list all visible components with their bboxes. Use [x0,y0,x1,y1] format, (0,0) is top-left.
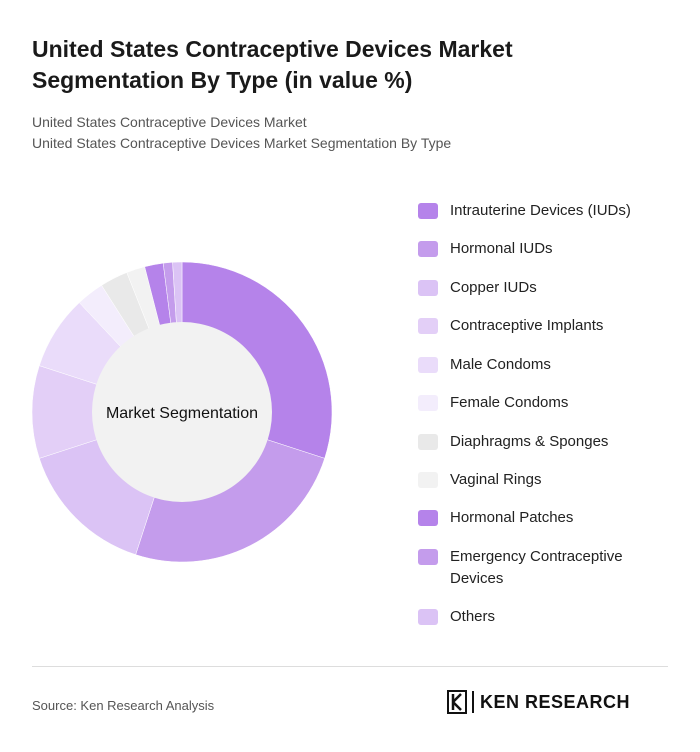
legend-label: Hormonal Patches [450,509,574,526]
legend-item[interactable]: Male Condoms [418,354,658,376]
legend-item[interactable]: Vaginal Rings [418,469,658,491]
legend-label: Intrauterine Devices (IUDs) [450,202,631,219]
legend-item[interactable]: Female Condoms [418,392,658,414]
legend-item[interactable]: Hormonal IUDs [418,238,658,260]
legend-item[interactable]: Copper IUDs [418,277,658,299]
legend-swatch [418,472,438,488]
legend-item[interactable]: Emergency Contraceptive Devices [418,546,658,590]
legend-swatch [418,609,438,625]
donut-center [92,322,272,502]
legend-swatch [418,203,438,219]
source-note: Source: Ken Research Analysis [32,698,215,713]
legend-label: Female Condoms [450,394,569,411]
subtitle-segmentation: United States Contraceptive Devices Mark… [32,135,452,151]
chart-title: United States Contraceptive Devices Mark… [32,36,513,93]
legend-label: Vaginal Rings [450,471,542,488]
legend-label: Diaphragms & Sponges [450,433,609,450]
logo-icon [447,690,467,714]
legend-swatch [418,241,438,257]
legend-swatch [418,549,438,565]
legend-swatch [418,357,438,373]
legend-swatch [418,280,438,296]
ken-research-logo: KEN RESEARCH [447,690,630,714]
legend-item[interactable]: Others [418,606,658,628]
subtitle-market: United States Contraceptive Devices Mark… [32,114,307,130]
legend-swatch [418,395,438,411]
legend-swatch [418,434,438,450]
legend-label: Male Condoms [450,356,551,373]
logo-text: KEN RESEARCH [480,691,631,712]
divider [32,666,668,667]
legend-label: Contraceptive Implants [450,317,604,334]
legend-swatch [418,510,438,526]
legend-label: Copper IUDs [450,279,537,296]
legend-swatch [418,318,438,334]
legend-label: Emergency Contraceptive Devices [450,548,623,587]
legend-label: Hormonal IUDs [450,240,553,257]
center-label: Market Segmentation [106,405,258,422]
legend-item[interactable]: Contraceptive Implants [418,315,658,337]
legend-label: Others [450,608,496,625]
legend-item[interactable]: Hormonal Patches [418,507,658,529]
legend-item[interactable]: Intrauterine Devices (IUDs) [418,200,658,222]
legend-item[interactable]: Diaphragms & Sponges [418,431,658,453]
